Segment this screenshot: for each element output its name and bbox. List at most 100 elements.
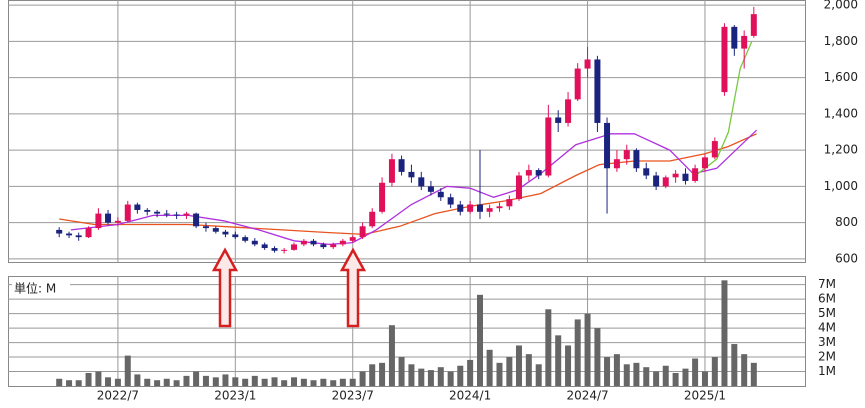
- volume-bar: [496, 362, 503, 386]
- candle-body: [701, 157, 708, 169]
- volume-bar: [457, 365, 464, 386]
- volume-bar: [163, 378, 170, 386]
- volume-bar: [555, 335, 562, 386]
- moving-average: [59, 133, 757, 236]
- candle-body: [163, 213, 170, 215]
- candle-body: [242, 237, 249, 241]
- candle-body: [623, 150, 630, 160]
- y-tick-label: 1,200: [824, 143, 858, 157]
- volume-tick-label: 1M: [818, 364, 836, 378]
- candle-body: [486, 208, 493, 212]
- volume-bar: [369, 364, 376, 386]
- volume-tick-label: 3M: [818, 335, 836, 349]
- candle-body: [584, 59, 591, 69]
- volume-unit-label: 単位: M: [14, 281, 56, 296]
- volume-bar: [105, 377, 112, 386]
- y-tick-label: 1,400: [824, 106, 858, 120]
- candle-body: [711, 141, 718, 158]
- volume-bar: [242, 378, 249, 386]
- volume-bar: [95, 371, 102, 386]
- volume-bar: [643, 367, 650, 386]
- volume-bar: [85, 372, 92, 386]
- candle-body: [506, 199, 513, 207]
- candle-body: [545, 117, 552, 176]
- volume-bar: [310, 380, 317, 386]
- volume-bar: [291, 377, 298, 386]
- candle-body: [633, 150, 640, 169]
- candle-body: [330, 244, 337, 248]
- volume-bar: [721, 280, 728, 386]
- candle-body: [271, 248, 278, 251]
- volume-bar: [212, 377, 219, 386]
- volume-bar: [427, 370, 434, 386]
- candle-body: [525, 170, 532, 176]
- volume-bar: [232, 377, 239, 386]
- volume-bar: [261, 378, 268, 386]
- candle-body: [467, 204, 474, 212]
- x-tick-label: 2023/1: [214, 389, 256, 403]
- candle-body: [193, 213, 200, 227]
- candle-body: [741, 35, 748, 49]
- volume-bar: [56, 378, 63, 386]
- candle-body: [85, 228, 92, 238]
- candle-body: [66, 233, 73, 236]
- candle-body: [212, 228, 219, 232]
- x-tick-label: 2024/1: [449, 389, 491, 403]
- volume-bar: [584, 313, 591, 386]
- volume-bar: [477, 294, 484, 386]
- volume-bar: [193, 371, 200, 386]
- volume-bar: [144, 378, 151, 386]
- volume-bar: [604, 357, 611, 386]
- volume-bar: [154, 380, 161, 386]
- price-panel: [8, 0, 806, 263]
- volume-bar: [545, 309, 552, 386]
- volume-bar: [662, 365, 669, 386]
- candle-body: [613, 159, 620, 169]
- volume-panel: [8, 276, 806, 387]
- volume-bar: [682, 368, 689, 386]
- volume-bar: [349, 378, 356, 386]
- y-tick-label: 600: [835, 251, 858, 265]
- candle-body: [222, 231, 229, 235]
- volume-bar: [711, 357, 718, 386]
- candle-body: [672, 173, 679, 178]
- volume-bar: [692, 358, 699, 386]
- volume-bar: [515, 345, 522, 386]
- volume-bar: [202, 375, 209, 386]
- arrow: [339, 247, 367, 328]
- volume-bar: [114, 378, 121, 386]
- candle-body: [95, 213, 102, 229]
- candle-body: [388, 159, 395, 183]
- candle-body: [144, 209, 151, 212]
- candle-body: [114, 220, 121, 223]
- candle-body: [291, 244, 298, 250]
- volume-bar: [565, 345, 572, 386]
- candle-body: [359, 226, 366, 238]
- volume-bar: [418, 368, 425, 386]
- moving-average: [70, 129, 758, 246]
- candle-body: [535, 170, 542, 176]
- candle-body: [515, 175, 522, 200]
- candle-body: [437, 191, 444, 198]
- volume-bar: [486, 349, 493, 386]
- candle-body: [682, 173, 689, 181]
- volume-bar: [300, 378, 307, 386]
- candle-body: [457, 204, 464, 212]
- volume-bar: [398, 357, 405, 386]
- candle-body: [555, 117, 562, 123]
- x-tick-label: 2024/7: [566, 389, 608, 403]
- candle-body: [398, 159, 405, 172]
- volume-bar: [251, 375, 258, 386]
- candle-body: [105, 213, 112, 223]
- volume-bar: [320, 378, 327, 386]
- x-tick-label: 2025/1: [684, 389, 726, 403]
- candle-body: [653, 175, 660, 187]
- volume-bar: [633, 362, 640, 386]
- arrow: [211, 247, 239, 328]
- candle-body: [232, 234, 239, 238]
- volume-bar: [173, 380, 180, 386]
- y-tick-label: 800: [835, 215, 858, 229]
- candle-body: [339, 240, 346, 245]
- y-tick-label: 1,000: [824, 179, 858, 193]
